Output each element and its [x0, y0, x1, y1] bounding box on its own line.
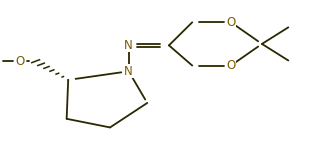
- Text: O: O: [226, 16, 236, 29]
- Text: O: O: [16, 55, 25, 68]
- Text: N: N: [124, 39, 133, 52]
- Text: N: N: [124, 65, 133, 78]
- Text: O: O: [226, 59, 236, 72]
